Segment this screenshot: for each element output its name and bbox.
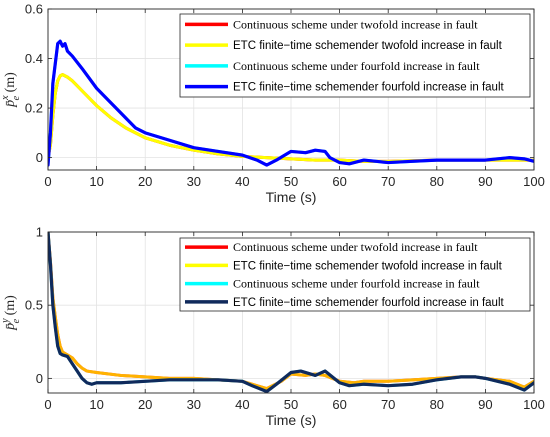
series-group: [48, 232, 534, 393]
x-tick-label: 0: [44, 174, 51, 189]
chart-panel-bottom: 0 10 20 30 40 50 60 70 80 90 100 0 0.5 1 Time (s) p̄ye …: [0, 225, 545, 429]
x-tick-label: 40: [235, 174, 249, 189]
series-group: [48, 39, 534, 167]
y-tick-label: 0.6: [25, 2, 43, 17]
x-tick-label: 0: [44, 397, 51, 412]
x-tick-label: 70: [381, 174, 395, 189]
legend-label-4: ETC finite−time schemender fourfold incr…: [233, 297, 505, 309]
x-tick-label: 50: [284, 174, 298, 189]
x-tick-label: 100: [523, 397, 545, 412]
legend-label-1: Continuous scheme under twofold increase…: [233, 240, 478, 254]
y-tick-label: 0: [36, 371, 43, 386]
legend-label-1: Continuous scheme under twofold increase…: [233, 17, 478, 31]
x-tick-label: 50: [284, 397, 298, 412]
legend-box: [179, 13, 531, 98]
legend-box: [179, 237, 531, 312]
y-tick-label: 0.2: [25, 101, 43, 116]
legend-label-3: Continuous scheme under fourfold increas…: [233, 277, 480, 291]
legend-label-2: ETC finite−time schemender twofold incre…: [233, 40, 503, 52]
series-line-4: [48, 232, 534, 393]
x-tick-label: 70: [381, 397, 395, 412]
x-axis-label: Time (s): [266, 412, 317, 428]
legend: Continuous scheme under twofold increase…: [179, 237, 531, 312]
x-axis-label: Time (s): [266, 189, 317, 205]
chart-panel-top: 0 10 20 30 40 50 60 70 80 90 100 0 0.2 0.4 0.6 Time (s)…: [0, 2, 545, 206]
legend: Continuous scheme under twofold increase…: [179, 13, 531, 98]
x-tick-label: 80: [430, 397, 444, 412]
y-axis-label: p̄ye (m): [0, 295, 22, 331]
legend-label-2: ETC finite−time schemender twofold incre…: [233, 260, 503, 272]
x-tick-label: 10: [89, 174, 103, 189]
legend-label-3: Continuous scheme under fourfold increas…: [233, 59, 480, 73]
x-tick-label: 60: [332, 174, 346, 189]
y-tick-label: 0: [36, 150, 43, 165]
y-tick-label: 0.4: [25, 51, 43, 66]
x-tick-label: 90: [478, 397, 492, 412]
y-tick-label: 0.5: [25, 298, 43, 313]
x-tick-label: 20: [138, 397, 152, 412]
x-tick-label: 30: [187, 174, 201, 189]
y-axis-label: p̄xe (m): [0, 72, 22, 108]
y-tick-label: 1: [36, 225, 43, 240]
x-tick-label: 10: [89, 397, 103, 412]
x-tick-label: 80: [430, 174, 444, 189]
series-line-4: [48, 39, 534, 167]
legend-label-4: ETC finite−time schemender fourfold incr…: [233, 82, 505, 94]
x-tick-label: 90: [478, 174, 492, 189]
x-tick-label: 60: [332, 397, 346, 412]
x-tick-label: 30: [187, 397, 201, 412]
x-tick-label: 100: [523, 174, 545, 189]
x-tick-label: 20: [138, 174, 152, 189]
x-tick-label: 40: [235, 397, 249, 412]
